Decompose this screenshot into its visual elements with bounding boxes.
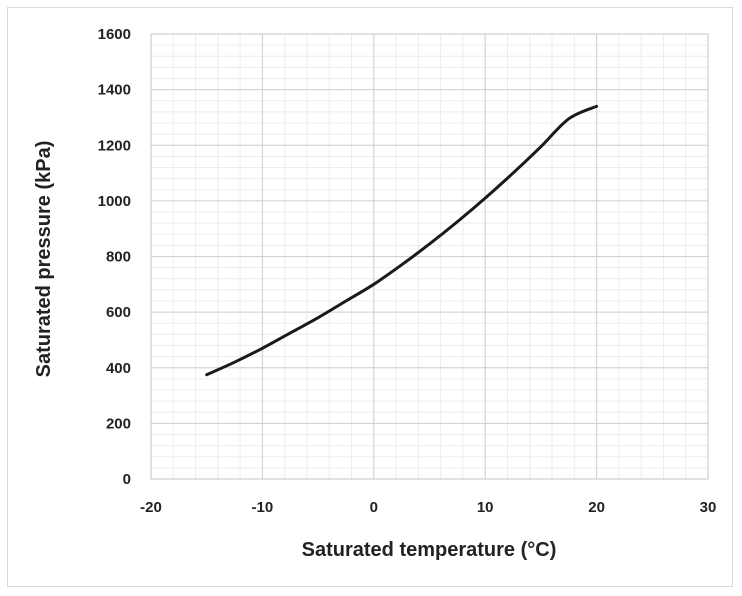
y-tick-label: 1000 <box>98 193 131 210</box>
pressure-curve-line <box>205 104 599 377</box>
x-tick-label: 30 <box>700 499 717 516</box>
x-axis-title: Saturated temperature (°C) <box>302 539 557 561</box>
x-tick-label: 10 <box>477 499 494 516</box>
y-tick-label: 1400 <box>98 82 131 99</box>
y-axis-title: Saturated pressure (kPa) <box>33 141 55 378</box>
y-tick-label: 1600 <box>98 26 131 43</box>
plot-area-border <box>150 33 709 480</box>
y-tick-label: 200 <box>106 415 131 432</box>
y-tick-label: 800 <box>106 249 131 266</box>
y-tick-label: 600 <box>106 304 131 321</box>
x-tick-label: 0 <box>370 499 378 516</box>
chart-frame <box>7 7 733 587</box>
y-tick-label: 400 <box>106 360 131 377</box>
y-tick-label: 0 <box>123 471 131 488</box>
y-tick-label: 1200 <box>98 137 131 154</box>
x-tick-label: -10 <box>252 499 274 516</box>
x-tick-label: -20 <box>140 499 162 516</box>
x-tick-label: 20 <box>588 499 605 516</box>
